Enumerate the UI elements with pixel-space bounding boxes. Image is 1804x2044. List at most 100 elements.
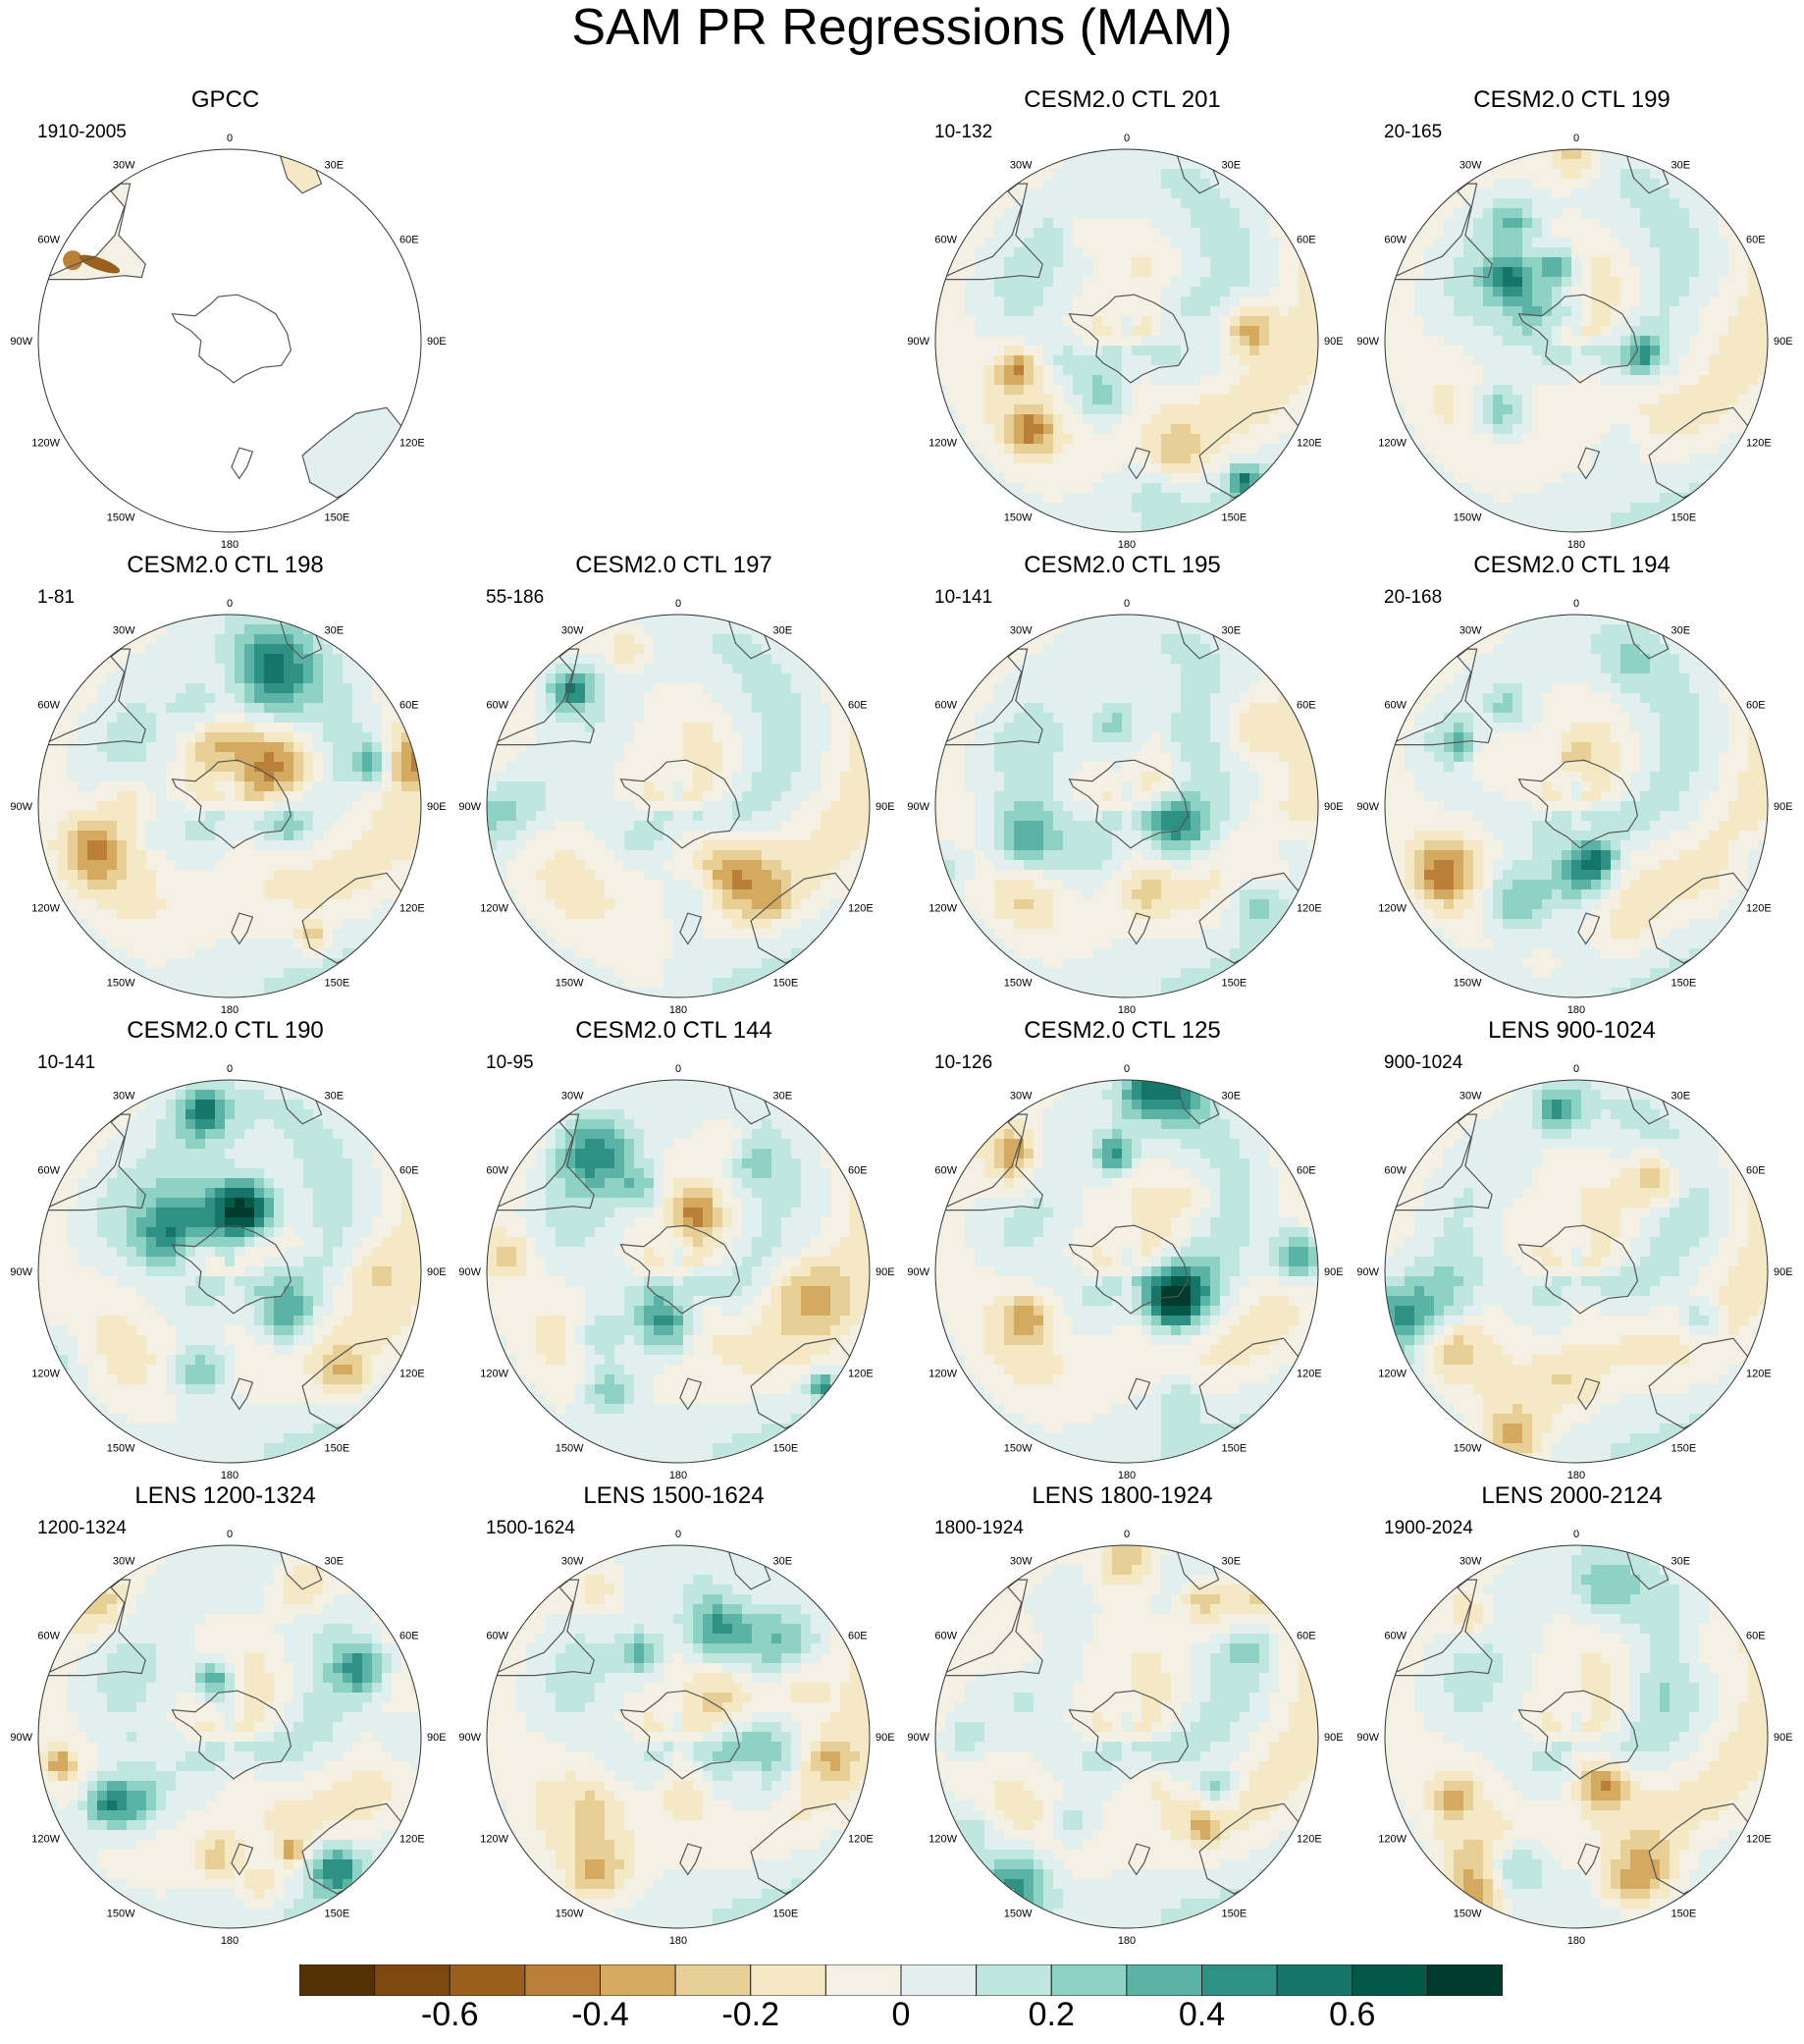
- longitude-label: 180: [1567, 539, 1585, 551]
- colorbar-swatch: [1352, 1964, 1428, 1996]
- map-panel: CESM2.0 CTL 199 20-165 0 30E 60E 90E 120E 150E 1…: [1347, 86, 1797, 552]
- map-panel: GPCC 1910-2005 0 30E 60E 90E 120E 150E 180 150W 12…: [0, 86, 451, 552]
- longitude-label: 90W: [10, 1732, 32, 1744]
- panel-title: LENS 1800-1924: [1032, 1482, 1213, 1509]
- longitude-label: 180: [1118, 539, 1136, 551]
- longitude-label: 150W: [556, 977, 584, 989]
- longitude-label: 120W: [480, 903, 508, 915]
- longitude-label: 120E: [399, 1834, 425, 1846]
- longitude-label: 60E: [1746, 700, 1766, 712]
- longitude-label: 120E: [848, 903, 874, 915]
- longitude-label: 90E: [875, 1266, 895, 1278]
- precip-regression-field: [1385, 615, 1768, 997]
- map-border: [1384, 148, 1769, 533]
- longitude-label: 60E: [399, 700, 419, 712]
- longitude-label: 60W: [934, 235, 957, 246]
- longitude-label: 120W: [1378, 903, 1406, 915]
- polar-map: 0 30E 60E 90E 120E 150E 180 150W 120W 90W 60W 30W: [458, 1529, 894, 1947]
- longitude-label: 180: [1567, 1470, 1585, 1481]
- colorbar-swatch: [900, 1964, 978, 1996]
- longitude-label: 30E: [325, 160, 345, 172]
- longitude-label: 90W: [1356, 1732, 1379, 1744]
- polar-map: 0 30E 60E 90E 120E 150E 180 150W 120W 90W 60W 30W: [907, 1529, 1344, 1947]
- longitude-label: 120W: [1378, 438, 1406, 450]
- map-border: [486, 614, 871, 998]
- longitude-label: 150E: [1671, 1442, 1697, 1454]
- longitude-label: 150E: [1671, 977, 1697, 989]
- longitude-label: 120E: [399, 438, 425, 450]
- map-border: [1384, 614, 1769, 998]
- map-panel: CESM2.0 CTL 197 55-186 0 30E 60E 90E 120E 150E 1…: [449, 552, 899, 1017]
- longitude-label: 90W: [1356, 336, 1379, 348]
- longitude-label: 30E: [1671, 1556, 1691, 1568]
- map-panel: CESM2.0 CTL 201 10-132 0 30E 60E 90E 120E 150E 1…: [897, 86, 1348, 552]
- longitude-label: 150W: [107, 1908, 135, 1919]
- longitude-label: 60E: [1746, 1165, 1766, 1177]
- longitude-label: 180: [221, 1470, 239, 1481]
- colorbar-label: -0.6: [420, 1996, 479, 2033]
- longitude-label: 90E: [1324, 1266, 1344, 1278]
- colorbar-swatch: [674, 1964, 752, 1996]
- panel-period: 10-141: [934, 587, 993, 608]
- longitude-label: 150W: [107, 511, 135, 523]
- map-panel: LENS 1200-1324 1200-1324 0 30E 60E 90E 120E 150…: [0, 1482, 451, 1948]
- map-panel: CESM2.0 CTL 144 10-95 0 30E 60E 90E 120E 150E 18…: [449, 1017, 899, 1482]
- figure-title: SAM PR Regressions (MAM): [571, 0, 1233, 56]
- colorbar-swatch: [1201, 1964, 1278, 1996]
- longitude-label: 120E: [399, 903, 425, 915]
- longitude-label: 60W: [934, 1631, 957, 1642]
- longitude-label: 120E: [1746, 438, 1772, 450]
- longitude-label: 150W: [1004, 1442, 1033, 1454]
- longitude-label: 120E: [848, 1834, 874, 1846]
- precip-regression-field: [487, 1080, 870, 1463]
- map-border: [37, 148, 422, 533]
- longitude-label: 150E: [325, 1908, 350, 1919]
- map-panel: LENS 900-1024 900-1024 0 30E 60E 90E 120E 150E 1…: [1347, 1017, 1797, 1482]
- map-panel: CESM2.0 CTL 195 10-141 0 30E 60E 90E 120E 150E 1…: [897, 552, 1348, 1017]
- polar-map: 0 30E 60E 90E 120E 150E 180 150W 120W 90W 60W 30W: [907, 598, 1343, 1016]
- longitude-label: 60W: [486, 700, 508, 712]
- polar-map: 0 30E 60E 90E 120E 150E 180 150W 120W 90W 60W 30W: [1356, 133, 1793, 551]
- longitude-label: 120E: [1297, 903, 1322, 915]
- map-border: [37, 1079, 422, 1464]
- longitude-label: 120W: [1378, 1834, 1406, 1846]
- longitude-label: 180: [221, 539, 239, 551]
- longitude-label: 30E: [1671, 160, 1691, 172]
- precip-regression-field: [935, 149, 1318, 532]
- longitude-label: 60W: [37, 1631, 60, 1642]
- colorbar-swatch: [299, 1964, 376, 1996]
- longitude-label: 30E: [1222, 1091, 1242, 1103]
- longitude-label: 30E: [773, 625, 793, 637]
- longitude-label: 150E: [1671, 511, 1697, 523]
- longitude-label: 90E: [1324, 1732, 1344, 1744]
- colorbar-label: 0.4: [1178, 1996, 1226, 2033]
- panel-period: 10-141: [37, 1052, 96, 1073]
- precip-regression-field: [1385, 1545, 1768, 1928]
- longitude-label: 180: [669, 1004, 687, 1016]
- map-panel: LENS 2000-2124 1900-2024 0 30E 60E 90E 120E 150…: [1347, 1482, 1797, 1948]
- longitude-label: 150E: [1222, 1442, 1247, 1454]
- colorbar-label: -0.2: [721, 1996, 780, 2033]
- longitude-label: 30E: [1671, 1091, 1691, 1103]
- map-panel: CESM2.0 CTL 190 10-141 0 30E 60E 90E 120E 150E 1…: [0, 1017, 451, 1482]
- longitude-label: 60E: [1297, 1631, 1316, 1642]
- panel-period: 10-126: [934, 1052, 993, 1073]
- longitude-label: 90W: [458, 801, 481, 813]
- longitude-label: 90W: [907, 336, 929, 348]
- longitude-label: 90E: [1774, 336, 1793, 348]
- longitude-label: 90W: [907, 801, 929, 813]
- panel-title: CESM2.0 CTL 144: [575, 1017, 772, 1044]
- longitude-label: 30E: [325, 1091, 345, 1103]
- colorbar-label: 0.2: [1028, 1996, 1075, 2033]
- longitude-label: 150E: [773, 977, 799, 989]
- longitude-label: 120W: [929, 438, 957, 450]
- precip-regression-field: [38, 1080, 421, 1463]
- map-panel: CESM2.0 CTL 198 1-81 0 30E 60E 90E 120E 150E 180…: [0, 552, 451, 1017]
- map-panel: CESM2.0 CTL 125 10-126 0 30E 60E 90E 120E 150E 1…: [897, 1017, 1348, 1482]
- precip-regression-field: [1385, 1080, 1768, 1463]
- panel-period: 10-95: [486, 1052, 534, 1073]
- colorbar-swatch: [1426, 1964, 1503, 1996]
- longitude-label: 0: [1124, 133, 1130, 144]
- panel-title: CESM2.0 CTL 195: [1024, 552, 1221, 578]
- longitude-label: 0: [1124, 598, 1130, 610]
